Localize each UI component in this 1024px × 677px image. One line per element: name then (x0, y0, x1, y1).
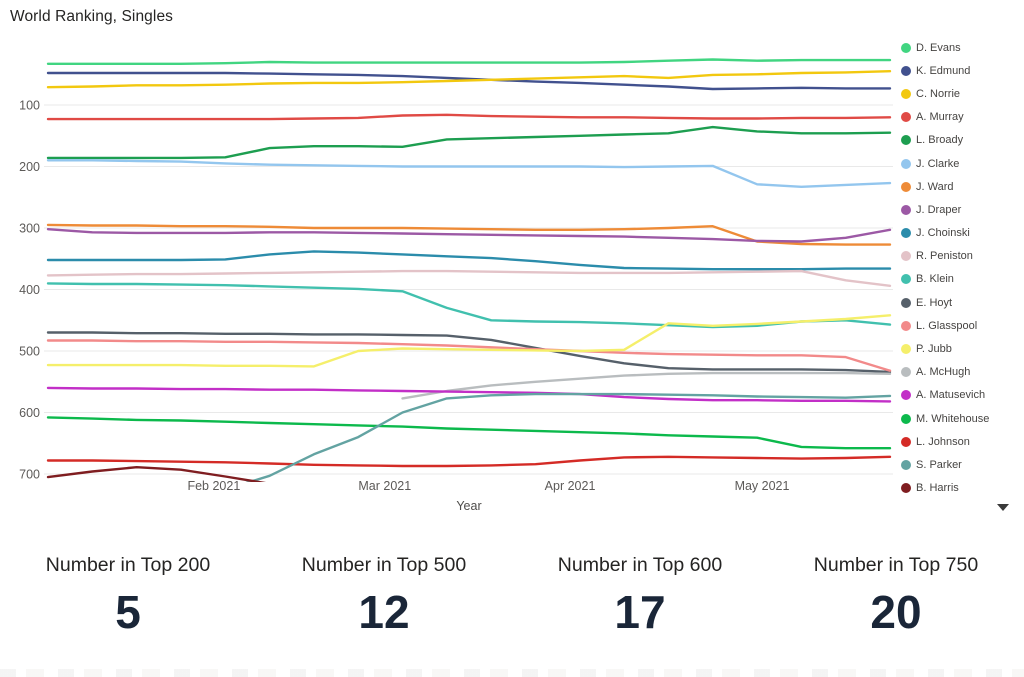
chevron-down-icon[interactable] (997, 504, 1009, 511)
kpi-value: 12 (358, 586, 410, 638)
legend-item[interactable]: M. Whitehouse (901, 407, 1022, 430)
legend-label: E. Hoyt (916, 296, 953, 309)
legend-color-dot-icon (901, 297, 911, 308)
legend-item[interactable]: D. Evans (901, 36, 1022, 59)
legend-item[interactable]: J. Choinski (901, 222, 1022, 245)
legend-color-dot-icon (901, 413, 911, 424)
legend-label: L. Broady (916, 134, 964, 147)
legend-color-dot-icon (901, 112, 911, 123)
legend-color-dot-icon (901, 367, 911, 378)
legend-item[interactable]: J. Draper (901, 198, 1022, 221)
legend-label: K. Edmund (916, 64, 971, 77)
y-tick-label: 200 (19, 160, 40, 174)
legend-item[interactable]: A. Murray (901, 106, 1022, 129)
legend-label: L. Johnson (916, 435, 970, 448)
legend-label: D. Evans (916, 41, 961, 54)
chart-title: World Ranking, Singles (10, 8, 174, 25)
legend-label: P. Jubb (916, 343, 952, 356)
x-tick-label: May 2021 (735, 479, 790, 493)
kpi-label: Number in Top 200 (45, 554, 211, 576)
legend-color-dot-icon (901, 42, 911, 53)
legend-label: J. Draper (916, 203, 962, 216)
y-tick-label: 600 (19, 406, 40, 420)
legend: D. Evans K. Edmund C. Norrie A. Murray L. Br… (901, 36, 1022, 500)
legend-item[interactable]: E. Hoyt (901, 291, 1022, 314)
kpi-label: Number in Top 750 (813, 554, 979, 576)
legend-item[interactable]: R. Peniston (901, 245, 1022, 268)
legend-item[interactable]: L. Glasspool (901, 314, 1022, 337)
legend-color-dot-icon (901, 274, 911, 285)
y-tick-label: 100 (19, 99, 40, 113)
legend-item[interactable]: J. Ward (901, 175, 1022, 198)
legend-label: M. Whitehouse (916, 412, 990, 425)
legend-color-dot-icon (901, 181, 911, 192)
legend-item[interactable]: J. Clarke (901, 152, 1022, 175)
kpi-card: Number in Top 600 17 (512, 548, 768, 660)
x-tick-label: Feb 2021 (187, 479, 240, 493)
legend-item[interactable]: A. Matusevich (901, 384, 1022, 407)
legend-color-dot-icon (901, 88, 911, 99)
cropped-content-strip (0, 669, 1024, 677)
legend-color-dot-icon (901, 135, 911, 146)
y-axis-labels: 100 200 300 400 500 600 700 (19, 99, 40, 482)
legend-color-dot-icon (901, 459, 911, 470)
ranking-line-chart: 100 200 300 400 500 600 700 Feb 2021 Mar 2021 Ap… (19, 58, 893, 513)
legend-color-dot-icon (901, 483, 911, 494)
legend-label: A. Matusevich (916, 389, 986, 402)
legend-label: C. Norrie (916, 87, 961, 100)
legend-color-dot-icon (901, 251, 911, 262)
x-tick-label: Mar 2021 (358, 479, 411, 493)
y-tick-label: 400 (19, 283, 40, 297)
y-tick-label: 300 (19, 222, 40, 236)
kpi-value: 20 (870, 586, 922, 638)
x-tick-label: Apr 2021 (545, 479, 596, 493)
legend-label: J. Clarke (916, 157, 960, 170)
kpi-label: Number in Top 500 (301, 554, 467, 576)
legend-color-dot-icon (901, 436, 911, 447)
kpi-cards: Number in Top 200 5 Number in Top 500 12 Num… (0, 548, 1024, 660)
legend-label: R. Peniston (916, 250, 973, 263)
legend-label: J. Ward (916, 180, 954, 193)
legend-item[interactable]: A. McHugh (901, 361, 1022, 384)
x-axis-title: Year (456, 499, 481, 513)
kpi-card: Number in Top 200 5 (0, 548, 256, 660)
legend-item[interactable]: C. Norrie (901, 82, 1022, 105)
legend-color-dot-icon (901, 390, 911, 401)
legend-label: A. McHugh (916, 366, 971, 379)
legend-item[interactable]: L. Broady (901, 129, 1022, 152)
kpi-value: 17 (614, 586, 666, 638)
legend-item[interactable]: S. Parker (901, 453, 1022, 476)
legend-label: L. Glasspool (916, 319, 978, 332)
y-tick-label: 700 (19, 468, 40, 482)
legend-label: A. Murray (916, 111, 964, 124)
legend-item[interactable]: B. Klein (901, 268, 1022, 291)
legend-label: J. Choinski (916, 227, 970, 240)
kpi-card: Number in Top 500 12 (256, 548, 512, 660)
legend-item[interactable]: B. Harris (901, 477, 1022, 500)
kpi-label: Number in Top 600 (557, 554, 723, 576)
legend-color-dot-icon (901, 320, 911, 331)
legend-label: B. Klein (916, 273, 954, 286)
x-axis-labels: Feb 2021 Mar 2021 Apr 2021 May 2021 (187, 479, 789, 493)
legend-item[interactable]: K. Edmund (901, 59, 1022, 82)
legend-item[interactable]: P. Jubb (901, 337, 1022, 360)
legend-color-dot-icon (901, 158, 911, 169)
kpi-value: 5 (115, 586, 141, 638)
legend-item[interactable]: L. Johnson (901, 430, 1022, 453)
legend-color-dot-icon (901, 228, 911, 239)
legend-color-dot-icon (901, 344, 911, 355)
kpi-card: Number in Top 750 20 (768, 548, 1024, 660)
series-lines (46, 58, 892, 482)
y-tick-label: 500 (19, 345, 40, 359)
legend-label: S. Parker (916, 458, 962, 471)
legend-color-dot-icon (901, 65, 911, 76)
legend-label: B. Harris (916, 482, 959, 495)
legend-color-dot-icon (901, 204, 911, 215)
